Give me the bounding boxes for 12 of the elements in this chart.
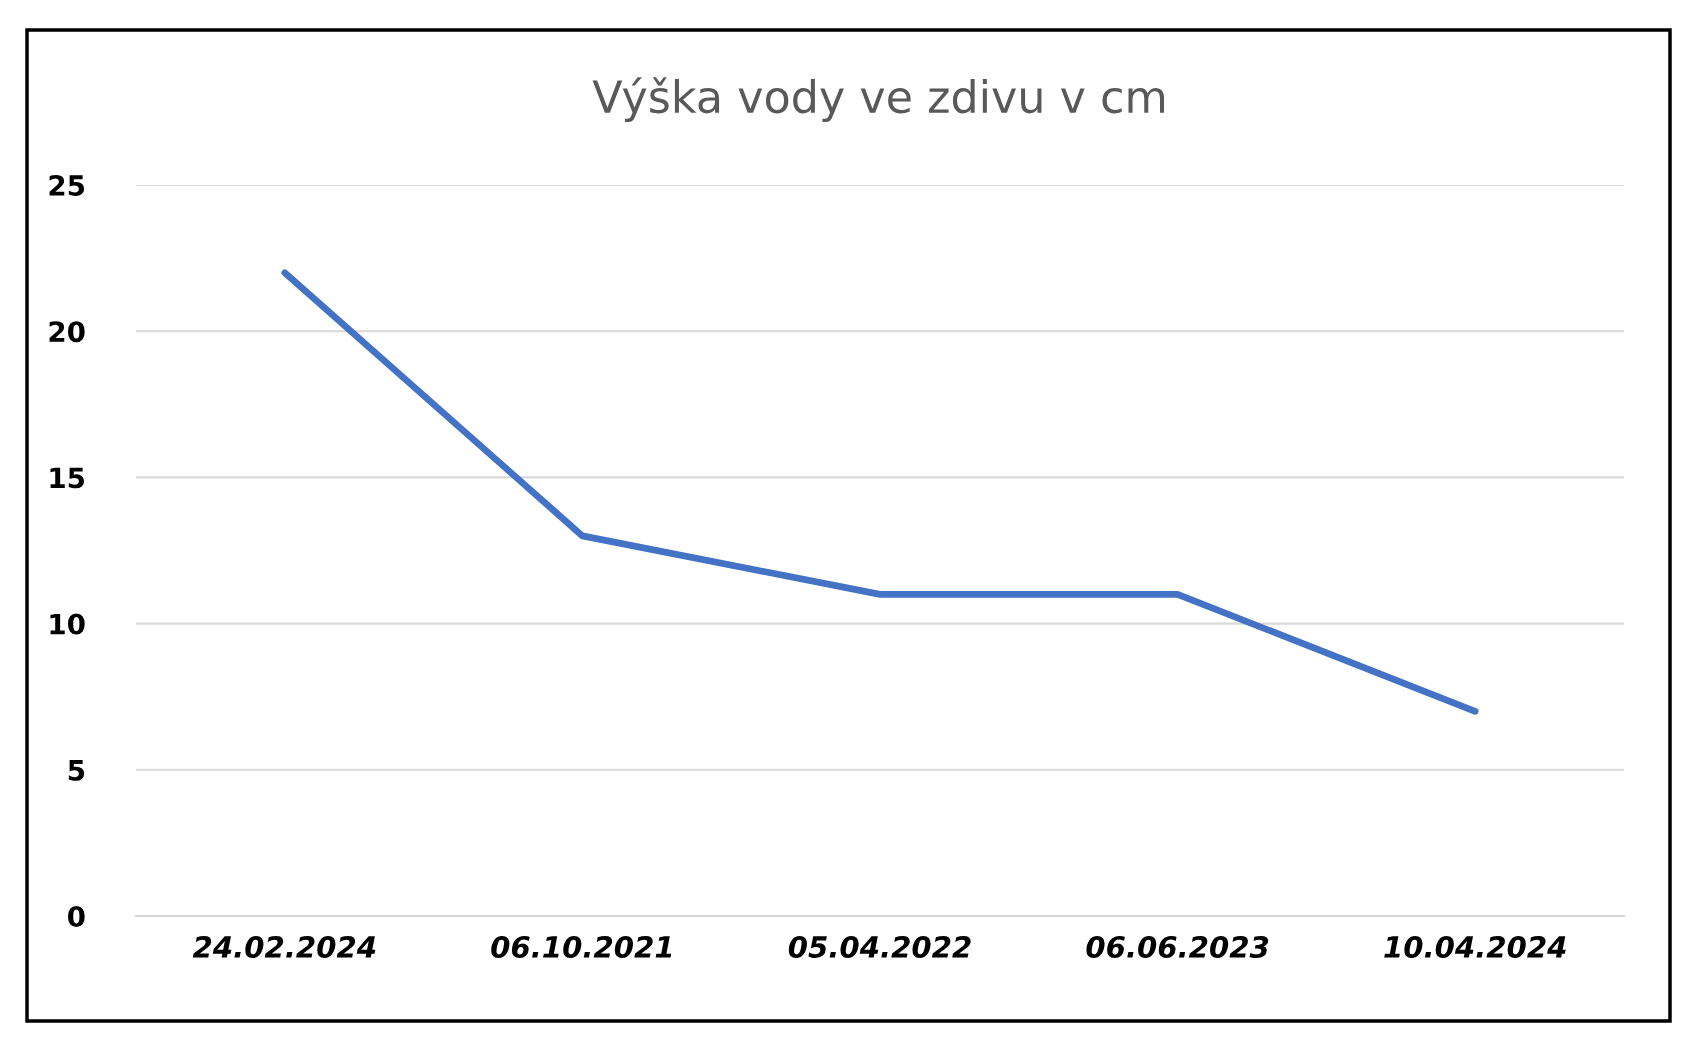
y-tick-label: 0 [68, 905, 85, 927]
x-tick-label: 24.02.2024 [192, 935, 376, 959]
x-tick-label: 10.04.2024 [1384, 935, 1566, 959]
y-tick-label: 20 [49, 321, 85, 343]
x-tick-label: 06.06.2023 [1086, 935, 1269, 959]
y-tick-label: 5 [68, 760, 85, 781]
y-tick-label: 15 [50, 467, 85, 489]
x-tick-label: 06.10.2021 [491, 935, 672, 959]
chart-title: Výška vody ve zdivu v cm [592, 77, 1165, 123]
y-tick-label: 10 [50, 613, 85, 635]
x-tick-label: 05.04.2022 [788, 935, 971, 959]
y-tick-label: 25 [49, 174, 85, 196]
